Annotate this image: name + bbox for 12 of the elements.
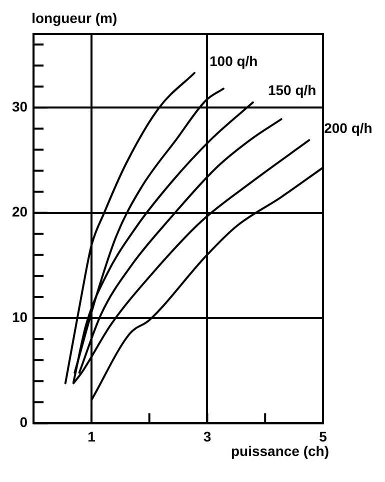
x-axis-title: puissance (ch) — [230, 443, 329, 460]
series-label: 150 q/h — [268, 82, 316, 98]
series-label: 100 q/h — [209, 52, 258, 69]
x-tick-label: 3 — [203, 428, 212, 444]
x-tick-label: 1 — [88, 428, 96, 444]
y-tick-label: 0 — [20, 414, 28, 430]
y-tick-label: 10 — [12, 308, 28, 325]
y-axis-title: longueur (m) — [32, 10, 118, 26]
x-tick-label: 5 — [319, 428, 328, 444]
series-label: 200 q/h — [324, 120, 372, 136]
y-tick-label: 30 — [12, 98, 28, 114]
y-tick-label: 20 — [12, 204, 28, 220]
